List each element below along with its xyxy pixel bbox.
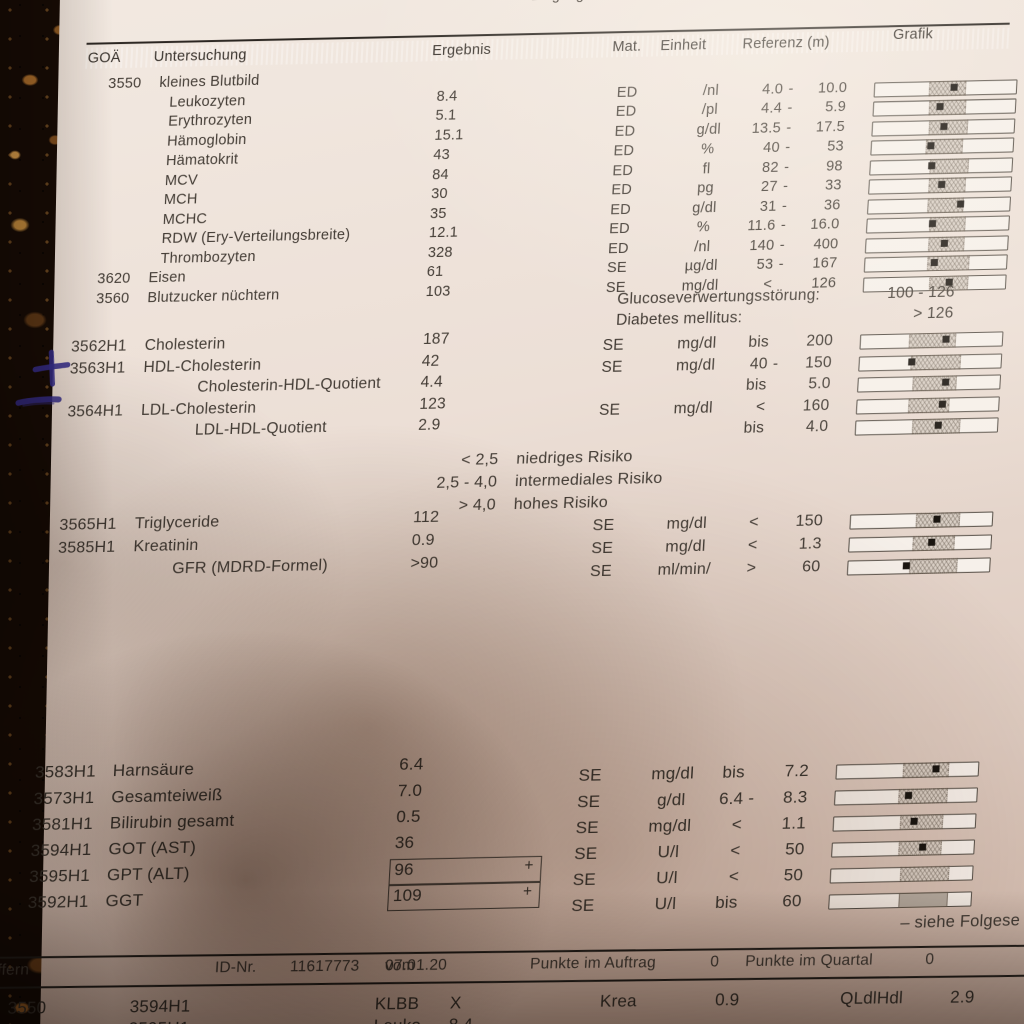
- summary-code-2: 3594H1: [129, 996, 192, 1017]
- id-value: 11617773: [289, 957, 360, 976]
- footer-left-fragment: iffern: [0, 961, 30, 979]
- summary-row: 3550 3594H1 KLBB X Krea 0.9 QLdlHdl 2.9: [0, 987, 1003, 1017]
- summary-profile: KLBB: [374, 993, 420, 1014]
- summary-krea-label: Krea: [599, 991, 638, 1011]
- summary2-label: Leuko: [373, 1016, 421, 1024]
- punkte-quartal-label: Punkte im Quartal: [744, 951, 874, 971]
- summary-quotient-value: 2.9: [949, 987, 976, 1007]
- summary-code-1: 3550: [7, 998, 47, 1018]
- punkte-auftrag-label: Punkte im Auftrag: [529, 954, 657, 973]
- punkte-quartal-value: 0: [924, 950, 935, 968]
- summary-quotient-label: QLdlHdl: [839, 988, 904, 1008]
- summary2-code: 3595H1: [128, 1019, 190, 1024]
- summary-x-mark: X: [449, 993, 463, 1013]
- summary2-value: 8.4: [448, 1015, 473, 1024]
- footer-rule-bottom: [0, 974, 1024, 990]
- summary-krea-value: 0.9: [714, 990, 740, 1010]
- punkte-auftrag-value: 0: [709, 953, 720, 971]
- id-label: ID-Nr.: [214, 958, 258, 977]
